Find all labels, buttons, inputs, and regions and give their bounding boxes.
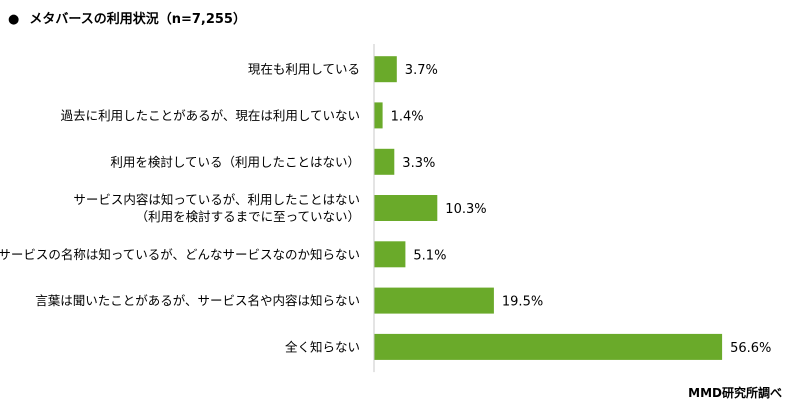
value-label-3: 10.3% xyxy=(445,202,486,217)
value-label-2: 3.3% xyxy=(402,156,435,171)
bar-6 xyxy=(374,333,723,360)
value-label-1: 1.4% xyxy=(391,109,424,124)
bullet-icon: ● xyxy=(8,12,20,27)
source-credit: MMD研究所調べ xyxy=(688,386,782,400)
bar-4 xyxy=(374,241,406,268)
value-label-0: 3.7% xyxy=(405,63,438,78)
bar-3 xyxy=(374,195,438,221)
chart-title: ● メタバースの利用状況（n=7,255） xyxy=(8,8,246,27)
bar-2 xyxy=(374,148,395,175)
chart-title-text: メタバースの利用状況（n=7,255） xyxy=(29,12,246,27)
category-label-6-line-0: 全く知らない xyxy=(285,339,360,354)
category-label-0-line-0: 現在も利用している xyxy=(248,62,360,77)
category-label-1: 過去に利用したことがあるが、現在は利用していない xyxy=(61,108,360,123)
category-label-6: 全く知らない xyxy=(285,339,360,354)
value-label-5: 19.5% xyxy=(502,295,543,310)
category-label-3-line-0: サービス内容は知っているが、利用したことはない xyxy=(73,192,360,207)
value-label-4: 5.1% xyxy=(413,248,446,263)
category-label-2-line-0: 利用を検討している（利用したことはない） xyxy=(110,154,360,169)
category-label-4: サービスの名称は知っているが、どんなサービスなのか知らない xyxy=(0,247,360,262)
category-label-4-line-0: サービスの名称は知っているが、どんなサービスなのか知らない xyxy=(0,247,360,262)
category-label-5-line-0: 言葉は聞いたことがあるが、サービス名や内容は知らない xyxy=(35,293,360,308)
category-label-5: 言葉は聞いたことがあるが、サービス名や内容は知らない xyxy=(35,293,360,308)
category-label-3: サービス内容は知っているが、利用したことはない （利用を検討するまでに至っていない… xyxy=(73,192,360,224)
bar-5 xyxy=(374,287,494,314)
category-label-3-line-1: （利用を検討するまでに至っていない） xyxy=(136,209,360,224)
bar-0 xyxy=(374,56,397,83)
category-label-1-line-0: 過去に利用したことがあるが、現在は利用していない xyxy=(61,108,360,123)
category-label-2: 利用を検討している（利用したことはない） xyxy=(110,154,360,169)
value-label-6: 56.6% xyxy=(730,341,771,356)
bar-1 xyxy=(374,102,383,129)
category-label-0: 現在も利用している xyxy=(248,62,360,77)
